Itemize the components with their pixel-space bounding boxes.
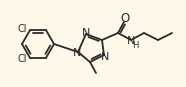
Text: N: N: [127, 36, 135, 46]
Text: H: H: [132, 41, 138, 50]
Text: N: N: [101, 52, 109, 62]
Text: Cl: Cl: [17, 24, 27, 34]
Text: N: N: [73, 48, 81, 58]
Text: N: N: [82, 28, 90, 38]
Text: Cl: Cl: [17, 54, 27, 64]
Text: O: O: [120, 13, 130, 25]
